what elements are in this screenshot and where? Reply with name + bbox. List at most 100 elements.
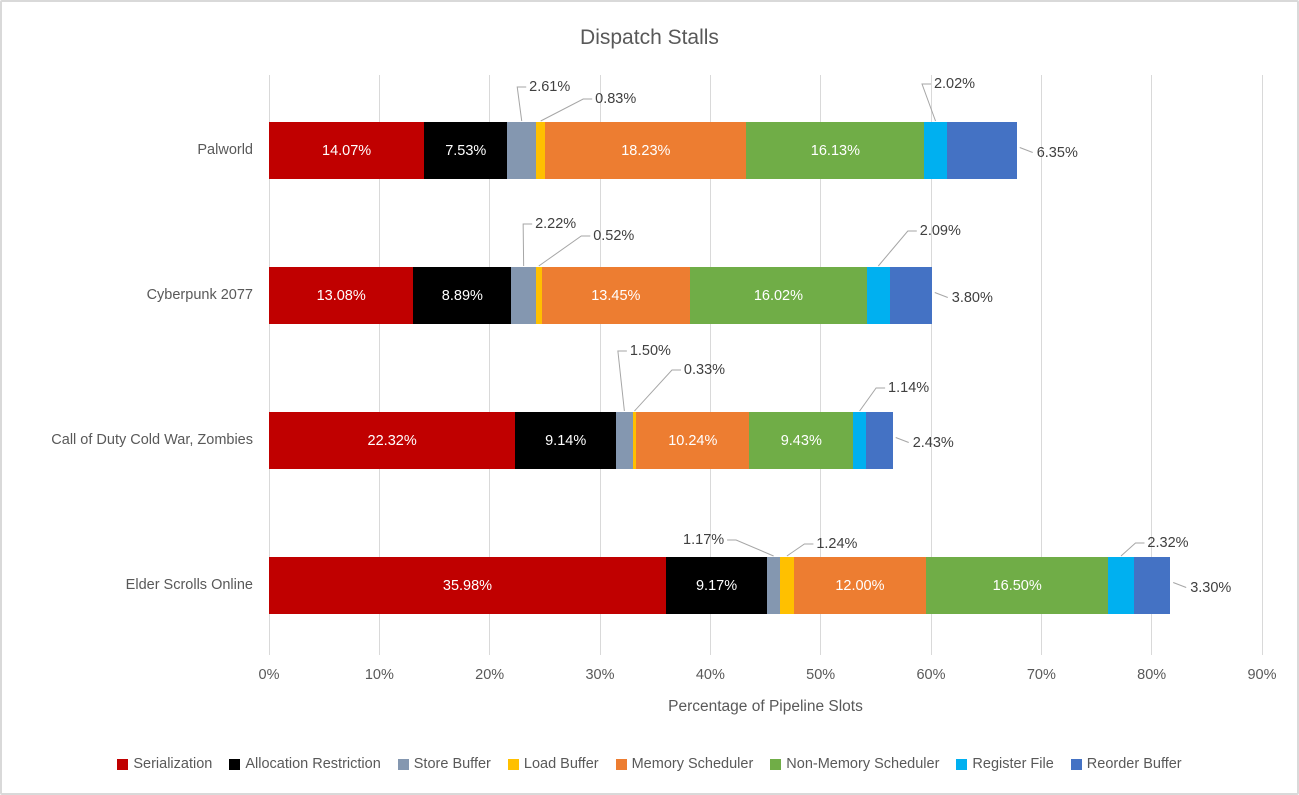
bar-segment-non-memory-scheduler[interactable]: 16.50% <box>926 557 1109 614</box>
legend-swatch-non-memory-scheduler <box>770 758 782 770</box>
bar-segment-register-file[interactable] <box>853 412 866 469</box>
legend-swatch-reorder-buffer <box>1070 758 1082 770</box>
gridline <box>489 75 491 655</box>
leader-line <box>786 543 814 557</box>
leader-line <box>895 437 909 443</box>
segment-value-label: 22.32% <box>367 432 417 449</box>
legend-item-register-file[interactable]: Register File <box>956 756 1054 772</box>
bar-segment-memory-scheduler[interactable]: 12.00% <box>793 557 927 614</box>
bar-segment-store-buffer[interactable] <box>511 267 536 324</box>
bar-segment-store-buffer[interactable] <box>767 557 781 614</box>
bar-segment-non-memory-scheduler[interactable]: 9.43% <box>749 412 854 469</box>
callout-label-register-file: 2.09% <box>919 223 961 239</box>
leader-line <box>727 539 774 557</box>
bar-segment-serialization[interactable]: 35.98% <box>269 557 666 614</box>
legend-swatch-serialization <box>117 758 129 770</box>
segment-value-label: 16.02% <box>753 287 803 304</box>
legend-label: Load Buffer <box>523 756 599 772</box>
leader-line <box>921 83 936 122</box>
gridline <box>1151 75 1153 655</box>
segment-value-label: 16.50% <box>992 577 1042 594</box>
callout-label-store-buffer: 2.61% <box>529 79 571 95</box>
x-axis-title: Percentage of Pipeline Slots <box>668 698 863 715</box>
bar-segment-serialization[interactable]: 22.32% <box>269 412 516 469</box>
x-tick-label: 90% <box>1247 667 1277 683</box>
callout-label-reorder-buffer: 3.80% <box>951 289 993 306</box>
bar-segment-load-buffer[interactable] <box>632 412 637 469</box>
bar-segment-register-file[interactable] <box>1108 557 1134 614</box>
legend-item-reorder-buffer[interactable]: Reorder Buffer <box>1070 756 1182 772</box>
callout-label-load-buffer: 0.52% <box>593 228 635 244</box>
gridline <box>599 75 601 655</box>
bar-segment-register-file[interactable] <box>866 267 890 324</box>
segment-value-label: 9.43% <box>780 432 822 449</box>
x-tick-label: 80% <box>1137 667 1167 683</box>
bar-segment-reorder-buffer[interactable] <box>865 412 893 469</box>
legend-item-store-buffer[interactable]: Store Buffer <box>397 756 491 772</box>
callout-label-store-buffer: 1.17% <box>683 532 725 548</box>
legend-swatch-memory-scheduler <box>615 758 627 770</box>
callout-label-store-buffer: 1.50% <box>629 343 671 359</box>
segment-value-label: 9.17% <box>695 577 738 594</box>
legend-label: Store Buffer <box>413 756 491 772</box>
gridline <box>820 75 822 655</box>
bar-segment-allocation-restriction[interactable]: 9.14% <box>515 412 617 469</box>
bar-segment-load-buffer[interactable] <box>536 122 546 179</box>
bar-segment-load-buffer[interactable] <box>780 557 794 614</box>
leader-line <box>1120 542 1145 557</box>
bar-segment-register-file[interactable] <box>924 122 947 179</box>
legend-item-serialization[interactable]: Serialization <box>117 756 212 772</box>
leader-line <box>516 86 527 122</box>
leader-line <box>634 369 681 412</box>
x-tick-label: 40% <box>695 667 725 683</box>
legend-swatch-register-file <box>956 758 968 770</box>
leader-line <box>540 98 593 122</box>
bar-segment-allocation-restriction[interactable]: 8.89% <box>413 267 512 324</box>
bar-segment-memory-scheduler[interactable]: 13.45% <box>541 267 691 324</box>
x-tick-label: 70% <box>1026 667 1056 683</box>
leader-line <box>1019 147 1033 153</box>
bar-segment-reorder-buffer[interactable] <box>1133 557 1171 614</box>
segment-value-label: 10.24% <box>668 432 718 449</box>
gridline <box>1040 75 1042 655</box>
legend-label: Reorder Buffer <box>1086 756 1182 772</box>
legend-item-non-memory-scheduler[interactable]: Non-Memory Scheduler <box>770 756 939 772</box>
bar-segment-reorder-buffer[interactable] <box>946 122 1017 179</box>
category-label-cyberpunk-2077: Cyberpunk 2077 <box>146 286 253 303</box>
callout-label-register-file: 2.02% <box>933 76 976 92</box>
bar-segment-store-buffer[interactable] <box>616 412 633 469</box>
plot-area: 14.07% 7.53% 18.23% 16.13% 13.08% 8.89% 13.45%… <box>268 75 1263 655</box>
legend-swatch-allocation-restriction <box>229 758 241 770</box>
bar-segment-load-buffer[interactable] <box>535 267 542 324</box>
bar-segment-store-buffer[interactable] <box>507 122 537 179</box>
chart-title: Dispatch Stalls <box>580 26 719 49</box>
callout-label-load-buffer: 1.24% <box>816 536 858 552</box>
x-tick-label: 50% <box>806 667 836 683</box>
bar-segment-serialization[interactable]: 13.08% <box>269 267 414 324</box>
callout-label-reorder-buffer: 2.43% <box>912 434 954 451</box>
bar-segment-non-memory-scheduler[interactable]: 16.02% <box>690 267 867 324</box>
gridline <box>709 75 711 655</box>
x-tick-label: 0% <box>258 667 280 683</box>
legend-item-memory-scheduler[interactable]: Memory Scheduler <box>615 756 753 772</box>
bar-segment-allocation-restriction[interactable]: 7.53% <box>424 122 508 179</box>
bar-segment-serialization[interactable]: 14.07% <box>269 122 425 179</box>
bar-segment-allocation-restriction[interactable]: 9.17% <box>665 557 768 614</box>
x-tick-label: 30% <box>585 667 615 683</box>
category-label-call-of-duty-cold-war-zombies: Call of Duty Cold War, Zombies <box>51 431 253 448</box>
bar-segment-memory-scheduler[interactable]: 18.23% <box>545 122 747 179</box>
bar-segment-non-memory-scheduler[interactable]: 16.13% <box>746 122 925 179</box>
callout-label-reorder-buffer: 6.35% <box>1036 144 1078 161</box>
x-axis-ticks: 0% 10% 20% 30% 40% 50% 60% 70% 80% 90% <box>259 667 1277 687</box>
segment-value-label: 8.89% <box>441 287 483 304</box>
legend: Serialization Allocation Restriction Store… <box>2 756 1297 772</box>
legend-item-load-buffer[interactable]: Load Buffer <box>507 756 599 772</box>
x-tick-label: 10% <box>364 667 394 683</box>
bar-segment-memory-scheduler[interactable]: 10.24% <box>636 412 750 469</box>
bar-segment-reorder-buffer[interactable] <box>889 267 932 324</box>
segment-value-label: 14.07% <box>322 142 372 159</box>
callout-label-register-file: 1.14% <box>888 380 930 396</box>
segment-value-label: 18.23% <box>621 142 671 159</box>
legend-item-allocation-restriction[interactable]: Allocation Restriction <box>229 756 381 772</box>
